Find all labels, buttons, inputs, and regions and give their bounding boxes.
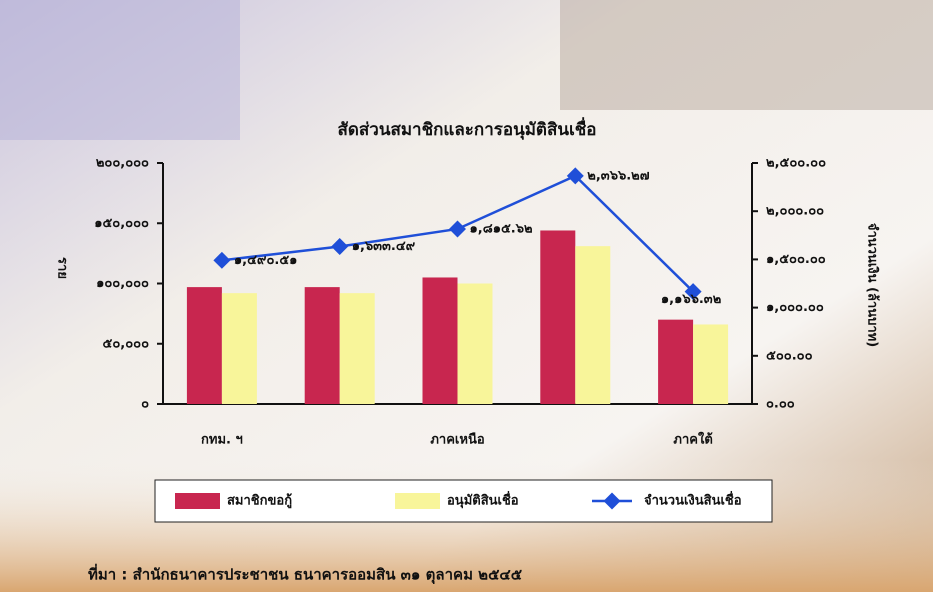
- data-label: ๑,๖๓๓.๔๙: [352, 239, 416, 254]
- y2-tick-label: ๐.๐๐: [766, 397, 795, 412]
- y-tick-label: ๕๐,๐๐๐: [102, 336, 149, 351]
- y2-tick-label: ๕๐๐.๐๐: [766, 348, 813, 363]
- source-note: ที่มา : สำนักธนาคารประชาชน ธนาคารออมสิน …: [88, 564, 523, 585]
- y2-tick-label: ๒,๐๐๐.๐๐: [766, 204, 824, 219]
- background-photo: [560, 0, 933, 110]
- bar: [540, 230, 576, 404]
- chart-title: สัดส่วนสมาชิกและการอนุมัติสินเชื่อ: [337, 117, 596, 140]
- bar: [221, 293, 257, 404]
- y-tick-label: ๑๕๐,๐๐๐: [94, 216, 149, 231]
- y-tick-label: ๐: [141, 397, 149, 412]
- bar: [339, 293, 375, 404]
- bar: [422, 277, 458, 404]
- bar: [575, 246, 611, 404]
- bar: [186, 287, 222, 404]
- data-label: ๒,๓๖๖.๒๗: [587, 168, 649, 183]
- bar: [304, 287, 340, 404]
- line-marker: [213, 251, 231, 269]
- y2-tick-label: ๑,๐๐๐.๐๐: [766, 300, 824, 315]
- legend-swatch: [175, 493, 220, 509]
- y2-axis-label: จำนวนเงิน (ล้านบาท): [865, 223, 881, 347]
- y-axis-label: ราย: [55, 257, 70, 279]
- data-label: ๑,๘๑๕.๖๒: [470, 221, 533, 236]
- legend-label: สมาชิกขอกู้: [227, 493, 292, 509]
- legend: [154, 479, 773, 523]
- legend-swatch: [395, 493, 440, 509]
- legend-label: อนุมัติสินเชื่อ: [447, 491, 519, 509]
- x-tick-label: ภาคใต้: [673, 431, 712, 448]
- y2-tick-label: ๒,๕๐๐.๐๐: [766, 156, 826, 171]
- bar: [693, 324, 729, 404]
- background-photo: [0, 0, 240, 140]
- y-tick-label: ๑๐๐,๐๐๐: [96, 276, 149, 291]
- bar: [658, 319, 694, 404]
- data-label: ๑,๔๙๐.๕๑: [234, 253, 298, 268]
- legend-label: จำนวนเงินสินเชื่อ: [644, 491, 742, 509]
- bar: [457, 283, 493, 404]
- y-tick-label: ๒๐๐,๐๐๐: [96, 156, 149, 171]
- line-marker: [684, 283, 702, 301]
- line-marker: [331, 238, 349, 256]
- line-marker: [449, 220, 466, 238]
- x-tick-label: กทม. ฯ: [201, 433, 243, 448]
- data-label: ๑,๑๖๖.๓๒: [661, 292, 721, 307]
- y2-tick-label: ๑,๕๐๐.๐๐: [766, 252, 826, 267]
- x-tick-label: ภาคเหนือ: [430, 432, 484, 448]
- legend-marker: [603, 492, 621, 510]
- line-marker: [566, 167, 584, 185]
